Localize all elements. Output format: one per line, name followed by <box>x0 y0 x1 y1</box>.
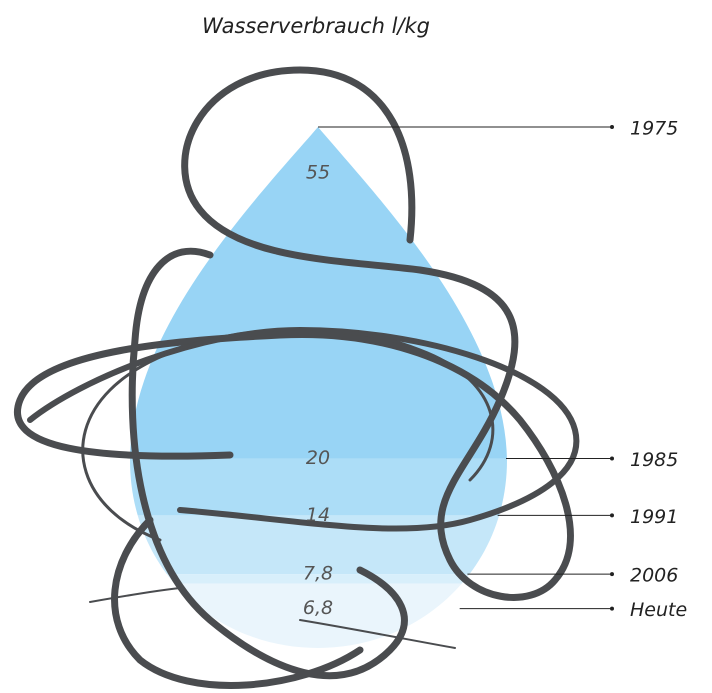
value-label: 6,8 <box>303 597 333 619</box>
value-label: 7,8 <box>303 563 333 585</box>
year-label: 2006 <box>630 565 678 587</box>
year-label: 1985 <box>630 449 678 471</box>
leader-dot <box>610 513 614 517</box>
leader-dot <box>610 125 614 129</box>
year-label: 1975 <box>630 118 678 140</box>
chart: Wasserverbrauch l/kg 1975 55 1985 20 1991 14 2… <box>0 0 712 693</box>
leader-dot <box>610 607 614 611</box>
value-label: 14 <box>306 504 330 526</box>
leader-dot <box>610 572 614 576</box>
leader-dot <box>610 457 614 461</box>
chart-title: Wasserverbrauch l/kg <box>202 14 430 38</box>
year-label: Heute <box>630 599 687 621</box>
year-label: 1991 <box>630 506 678 528</box>
value-label: 55 <box>306 161 330 183</box>
value-label: 20 <box>306 447 330 469</box>
